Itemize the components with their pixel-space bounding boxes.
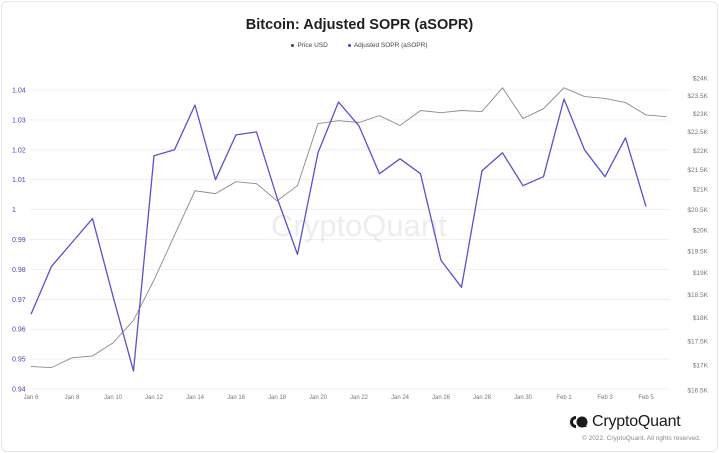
brand-logo: CryptoQuant [570, 413, 681, 431]
svg-text:Jan 6: Jan 6 [24, 395, 39, 401]
svg-text:Jan 30: Jan 30 [514, 395, 533, 401]
legend-dot-price-icon [291, 44, 295, 47]
left-y-axis: 1.04 1.03 1.02 1.01 1 0.99 0.98 0.97 0.96 0.95 0.9… [12, 88, 26, 394]
brand-name: CryptoQuant [592, 413, 681, 430]
svg-text:0.94: 0.94 [12, 387, 26, 394]
svg-text:$19K: $19K [693, 270, 709, 277]
svg-text:Jan 12: Jan 12 [145, 395, 164, 401]
svg-text:Jan 22: Jan 22 [350, 395, 369, 401]
chart-title: Bitcoin: Adjusted SOPR (aSOPR) [245, 17, 474, 33]
svg-text:1.03: 1.03 [12, 117, 26, 124]
svg-text:$18K: $18K [693, 315, 709, 322]
svg-text:Jan 14: Jan 14 [186, 395, 205, 401]
legend-label-asopr: Adjusted SOPR (aSOPR) [353, 42, 428, 49]
svg-text:$21K: $21K [693, 187, 709, 194]
svg-text:Jan 8: Jan 8 [65, 395, 80, 401]
svg-text:1.04: 1.04 [12, 88, 26, 95]
svg-text:$17K: $17K [693, 363, 709, 370]
cryptoquant-logo-icon [570, 416, 588, 428]
svg-text:0.99: 0.99 [12, 237, 26, 244]
svg-text:Jan 20: Jan 20 [309, 395, 328, 401]
chart-legend: Price USD Adjusted SOPR (aSOPR) [0, 42, 719, 49]
svg-text:Jan 16: Jan 16 [227, 395, 246, 401]
price-usd-line[interactable] [30, 87, 667, 369]
copyright-text: © 2022. CryptoQuant. All rights reserved… [582, 435, 701, 442]
svg-text:$24K: $24K [693, 76, 709, 83]
svg-text:$20.5K: $20.5K [687, 207, 708, 214]
grid-lines [30, 89, 670, 390]
svg-text:$23K: $23K [693, 111, 709, 118]
svg-text:$20K: $20K [693, 227, 709, 234]
legend-item-asopr[interactable]: Adjusted SOPR (aSOPR) [347, 42, 428, 49]
svg-text:Jan 18: Jan 18 [268, 395, 287, 401]
svg-text:$23.5K: $23.5K [687, 93, 708, 100]
svg-text:0.97: 0.97 [12, 297, 26, 304]
legend-dot-asopr-icon [347, 44, 351, 47]
svg-text:Jan 26: Jan 26 [432, 395, 451, 401]
svg-text:$16.5K: $16.5K [687, 388, 708, 395]
svg-text:0.95: 0.95 [12, 357, 26, 364]
legend-item-price[interactable]: Price USD [291, 42, 328, 49]
x-axis: Jan 6 Jan 8 Jan 10 Jan 12 Jan 14 Jan 16 Jan 18… [24, 395, 655, 401]
svg-text:Feb 5: Feb 5 [638, 395, 654, 401]
svg-text:Jan 28: Jan 28 [473, 395, 492, 401]
svg-text:$21.5K: $21.5K [687, 167, 708, 174]
svg-text:1.01: 1.01 [12, 177, 26, 184]
legend-label-price: Price USD [297, 42, 328, 49]
svg-text:$22.5K: $22.5K [687, 129, 708, 136]
asopr-line[interactable] [30, 98, 647, 372]
svg-text:Feb 3: Feb 3 [597, 395, 613, 401]
svg-text:$19.5K: $19.5K [687, 248, 708, 255]
svg-text:Jan 24: Jan 24 [391, 395, 410, 401]
svg-text:0.98: 0.98 [12, 267, 26, 274]
svg-text:0.96: 0.96 [12, 327, 26, 334]
svg-text:Jan 10: Jan 10 [104, 395, 123, 401]
svg-text:$22K: $22K [693, 148, 709, 155]
watermark: CryptoQuant [271, 208, 447, 243]
svg-text:1: 1 [12, 207, 16, 214]
svg-text:1.02: 1.02 [12, 147, 26, 154]
svg-text:$17.5K: $17.5K [687, 339, 708, 346]
right-y-axis: $24K $23.5K $23K $22.5K $22K $21.5K $21K $20.5K… [687, 76, 708, 395]
svg-text:$18.5K: $18.5K [687, 292, 708, 299]
svg-text:Feb 1: Feb 1 [556, 395, 572, 401]
